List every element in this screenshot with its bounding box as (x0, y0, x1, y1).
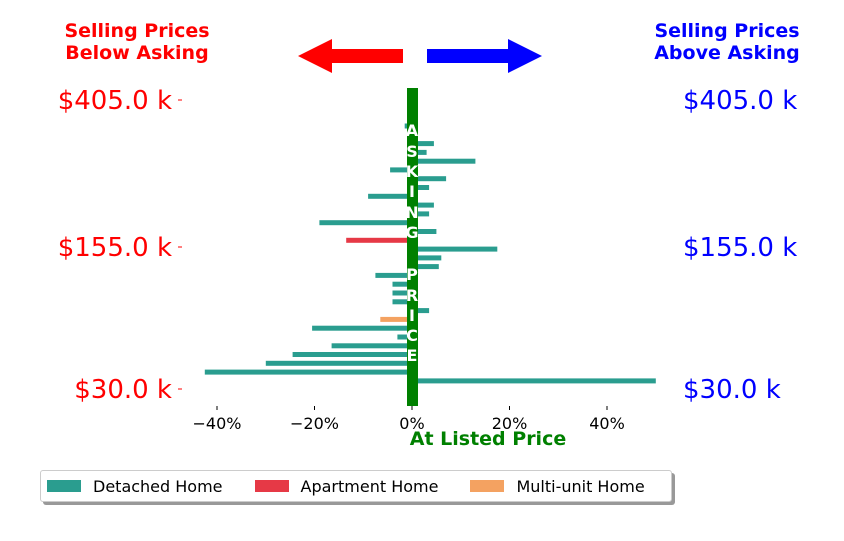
center-letter: E (407, 346, 418, 365)
right-blue-arrow-icon (427, 39, 542, 73)
x-tick-label: 40% (589, 414, 625, 433)
center-letter: I (409, 182, 415, 201)
bar-detached (412, 229, 437, 234)
bar-detached (204, 369, 412, 375)
center-letter: G (405, 223, 418, 242)
center-letter: P (406, 265, 418, 284)
bar-detached (412, 246, 498, 252)
bar-detached (412, 202, 434, 208)
y-label-right: $155.0 k (683, 233, 797, 263)
bar-detached (368, 193, 412, 199)
y-label-left: $405.0 k (58, 86, 172, 116)
bar-detached (412, 255, 442, 261)
x-axis-label: At Listed Price (410, 428, 566, 450)
bar-detached (292, 352, 412, 357)
y-axis-right-labels: $405.0 k $155.0 k $30.0 k (683, 86, 797, 405)
bar-multi (380, 316, 412, 322)
bar-detached (375, 272, 412, 278)
x-tick-label: −20% (290, 414, 339, 433)
legend-swatch-detached (47, 480, 81, 492)
below-asking-heading: Selling Prices Below Asking (64, 20, 210, 64)
legend-item-apartment: Apartment Home (254, 476, 439, 496)
y-label-left: $155.0 k (58, 233, 172, 263)
bar-detached (412, 149, 427, 155)
x-tick-label: −40% (193, 414, 242, 433)
bar-detached (412, 264, 439, 270)
legend-label-multi: Multi-unit Home (516, 476, 645, 496)
x-tick-label: 0% (399, 414, 424, 433)
legend-swatch-apartment (254, 480, 289, 492)
y-axis-left-labels: $405.0 k $155.0 k $30.0 k (58, 86, 182, 405)
bar-detached (392, 290, 412, 296)
bar-detached (392, 281, 412, 287)
center-letter: R (406, 286, 418, 305)
bar-apartment (346, 237, 412, 243)
bar-detached (412, 211, 430, 217)
bar-detached (397, 334, 412, 340)
bar-detached (412, 158, 476, 164)
center-letter: S (406, 142, 418, 161)
legend-item-detached: Detached Home (47, 477, 223, 496)
bar-detached (412, 176, 447, 182)
x-tick-label: 20% (492, 414, 528, 433)
legend-item-multi: Multi-unit Home (470, 476, 645, 496)
asking-price-band (407, 88, 418, 406)
bar-detached (392, 299, 412, 305)
legend-swatch-multi (470, 480, 505, 492)
left-red-arrow-icon (298, 39, 403, 73)
x-axis-ticks: −40% −20% 0% 20% 40% (193, 406, 625, 433)
bar-detached (390, 167, 412, 173)
legend-label-apartment: Apartment Home (300, 476, 439, 496)
bar-detached (312, 325, 412, 331)
center-letter: N (405, 203, 418, 222)
bar-detached (412, 185, 430, 190)
bar-detached (331, 343, 412, 349)
center-letter: I (409, 306, 415, 325)
center-letter: K (406, 162, 419, 181)
y-label-left: $30.0 k (74, 375, 172, 405)
y-label-right: $30.0 k (683, 375, 781, 405)
legend: Detached Home Apartment Home Multi-unit … (40, 470, 672, 502)
bar-detached (319, 220, 412, 226)
legend-label-detached: Detached Home (93, 476, 223, 496)
center-letter: A (406, 121, 419, 140)
bar-detached (412, 308, 430, 314)
bar-detached (265, 360, 413, 366)
y-label-right: $405.0 k (683, 86, 797, 116)
bar-detached (412, 141, 434, 147)
above-asking-heading: Selling Prices Above Asking (654, 20, 800, 64)
bars-group (204, 123, 656, 384)
bar-detached (412, 378, 656, 384)
center-letter: C (406, 326, 418, 345)
